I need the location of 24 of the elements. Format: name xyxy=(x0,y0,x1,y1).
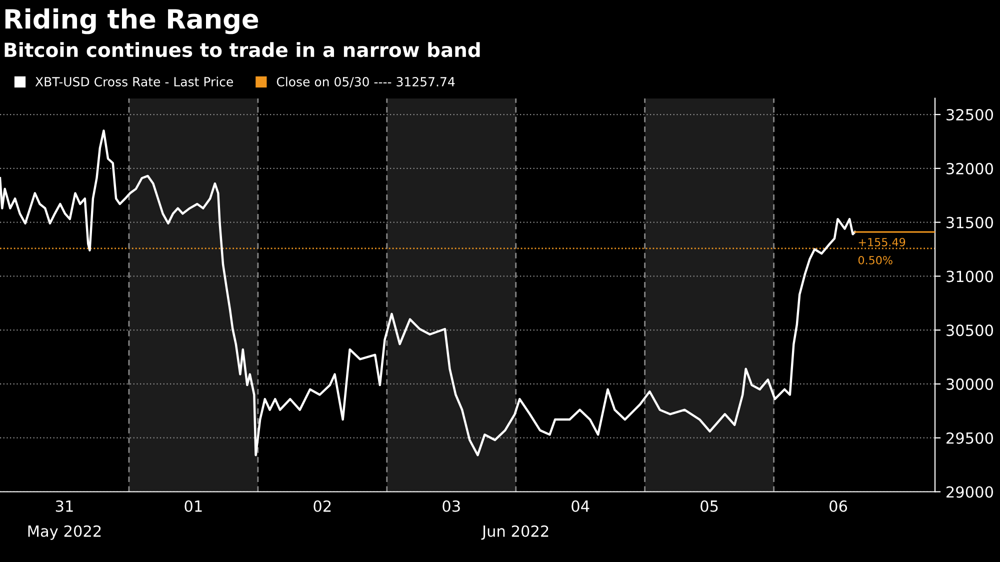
y-tick-label: 32500 xyxy=(946,108,994,121)
line-series xyxy=(0,130,856,456)
y-tick-label: 32000 xyxy=(946,162,994,174)
legend-label: Close on 05/30 ---- 31257.74 xyxy=(276,76,455,88)
y-tick-label: 30000 xyxy=(946,378,994,390)
legend-label: XBT-USD Cross Rate - Last Price xyxy=(35,76,234,86)
chart-subtitle: Bitcoin continues to trade in a narrow band xyxy=(4,42,480,58)
y-tick-label: 31000 xyxy=(946,270,994,282)
x-tick-label: 05 xyxy=(700,500,718,512)
chart-title: Riding the Range xyxy=(5,8,258,34)
y-tick-label: 29500 xyxy=(946,432,994,444)
y-tick-label: 31500 xyxy=(946,216,994,228)
annotation: +155.49 xyxy=(858,238,906,246)
x2-tick-label: May 2022 xyxy=(28,525,101,540)
x2-tick-label: Jun 2022 xyxy=(481,525,548,540)
x-tick-label: 01 xyxy=(184,500,202,512)
y-tick-label: 29000 xyxy=(946,486,994,498)
y-tick-label: 30500 xyxy=(946,324,994,336)
x-tick-label: 04 xyxy=(572,500,590,512)
annotation: 0.50% xyxy=(858,256,892,264)
x-tick-label: 06 xyxy=(830,500,848,512)
x-tick-label: 03 xyxy=(442,500,460,512)
x-tick-label: 02 xyxy=(314,500,331,512)
x-tick-label: 31 xyxy=(56,500,73,512)
